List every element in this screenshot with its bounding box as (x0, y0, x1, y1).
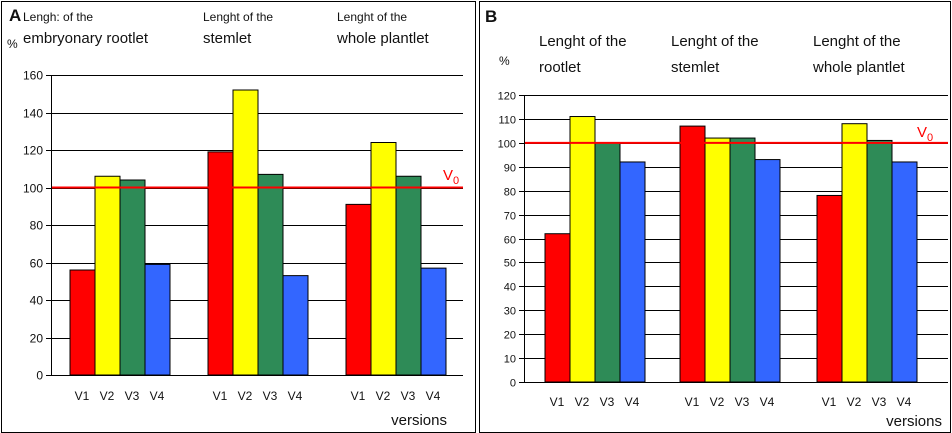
panel-letter: B (485, 7, 497, 26)
x-category-label: V1 (550, 395, 565, 409)
x-category-label: V2 (710, 395, 725, 409)
group-title-line: Lenght of the (337, 10, 407, 24)
y-tick-label: 10 (504, 354, 516, 366)
reference-line-label-sub: 0 (927, 132, 933, 144)
bar (729, 137, 756, 383)
x-category-label: V3 (125, 389, 140, 403)
x-category-label: V4 (150, 389, 165, 403)
y-tick-label: 80 (504, 187, 516, 199)
bar (679, 125, 706, 383)
y-tick-label: 80 (30, 219, 44, 233)
y-tick-label: 0 (510, 378, 516, 390)
bar (370, 142, 397, 376)
x-category-label: V3 (600, 395, 615, 409)
y-tick-label: 120 (23, 144, 43, 158)
x-category-label: V2 (847, 395, 862, 409)
group-title-line: embryonary rootlet (23, 30, 149, 47)
x-category-label: V3 (735, 395, 750, 409)
y-tick-label: 20 (30, 332, 44, 346)
x-category-label: V2 (238, 389, 253, 403)
bar (754, 159, 781, 383)
reference-line-label: V0 (917, 124, 933, 144)
bar (395, 175, 422, 376)
y-tick-label: 60 (504, 235, 516, 247)
y-tick-label: 60 (30, 257, 44, 271)
y-tick-label: 100 (498, 139, 516, 151)
x-category-label: V3 (401, 389, 416, 403)
group-title-line: Lenght of the (539, 33, 627, 50)
bar (207, 151, 234, 376)
bar (420, 267, 447, 376)
x-category-label: V4 (897, 395, 912, 409)
chart-a-svg: A% Lengh: of the embryonary rootlet Lenght … (1, 1, 476, 433)
group-title-line: Lengh: of the (23, 10, 93, 24)
x-category-label: V1 (822, 395, 837, 409)
x-category-label: V1 (75, 389, 90, 403)
y-tick-label: 100 (23, 182, 43, 196)
x-category-label: V4 (288, 389, 303, 403)
reference-line-label-sub: 0 (453, 175, 459, 187)
group-title-line: whole plantlet (336, 30, 430, 47)
y-tick-label: 30 (504, 306, 516, 318)
x-category-label: V1 (685, 395, 700, 409)
y-axis-unit: % (7, 37, 18, 51)
x-category-label: V2 (100, 389, 115, 403)
group-title-line: Lenght of the (203, 10, 273, 24)
x-category-label: V3 (263, 389, 278, 403)
chart-b-svg: B% Lenght of the rootlet Lenght of the steml… (479, 1, 951, 433)
bar (866, 139, 893, 383)
y-tick-label: 0 (36, 369, 43, 383)
bar (345, 203, 372, 376)
x-category-label: V1 (351, 389, 366, 403)
x-axis-label: versions (391, 412, 447, 429)
chart-panel-a: A% Lengh: of the embryonary rootlet Lenght … (1, 1, 476, 433)
group-title-line: stemlet (671, 59, 720, 76)
y-tick-label: 70 (504, 211, 516, 223)
group-title-line: Lenght of the (813, 33, 901, 50)
bar (94, 175, 121, 376)
group-title-line: whole plantlet (812, 59, 906, 76)
bar (144, 263, 171, 376)
x-category-label: V2 (376, 389, 391, 403)
bar (544, 233, 571, 383)
y-tick-label: 120 (498, 91, 516, 103)
bar (69, 269, 96, 376)
bar (704, 137, 731, 383)
bar (282, 275, 309, 376)
y-axis-unit: % (499, 54, 510, 68)
x-category-label: V4 (625, 395, 640, 409)
y-tick-label: 140 (23, 107, 43, 121)
group-title-line: rootlet (539, 59, 582, 76)
bar (891, 161, 918, 383)
y-tick-label: 40 (504, 282, 516, 294)
x-category-label: V1 (213, 389, 228, 403)
bar (232, 89, 259, 376)
x-axis-label: versions (886, 413, 942, 430)
y-tick-label: 110 (498, 115, 516, 127)
reference-line-label-main: V (917, 124, 927, 141)
reference-line-label-main: V (443, 167, 453, 184)
panel-letter: A (9, 6, 21, 25)
bar (119, 179, 146, 376)
group-title-line: Lenght of the (671, 33, 759, 50)
bar (841, 123, 868, 383)
y-tick-label: 20 (504, 330, 516, 342)
y-tick-label: 50 (504, 258, 516, 270)
bar (619, 161, 646, 383)
bar (594, 142, 621, 383)
y-tick-label: 90 (504, 163, 516, 175)
bar (569, 116, 596, 383)
chart-panel-b: B% Lenght of the rootlet Lenght of the steml… (476, 0, 952, 433)
reference-line-label: V0 (443, 167, 459, 187)
y-tick-label: 40 (30, 294, 44, 308)
y-tick-label: 160 (23, 69, 43, 83)
bar (816, 194, 843, 383)
x-category-label: V4 (426, 389, 441, 403)
group-title-line: stemlet (203, 30, 252, 47)
x-category-label: V2 (575, 395, 590, 409)
x-category-label: V4 (760, 395, 775, 409)
x-category-label: V3 (872, 395, 887, 409)
bar (257, 173, 284, 376)
